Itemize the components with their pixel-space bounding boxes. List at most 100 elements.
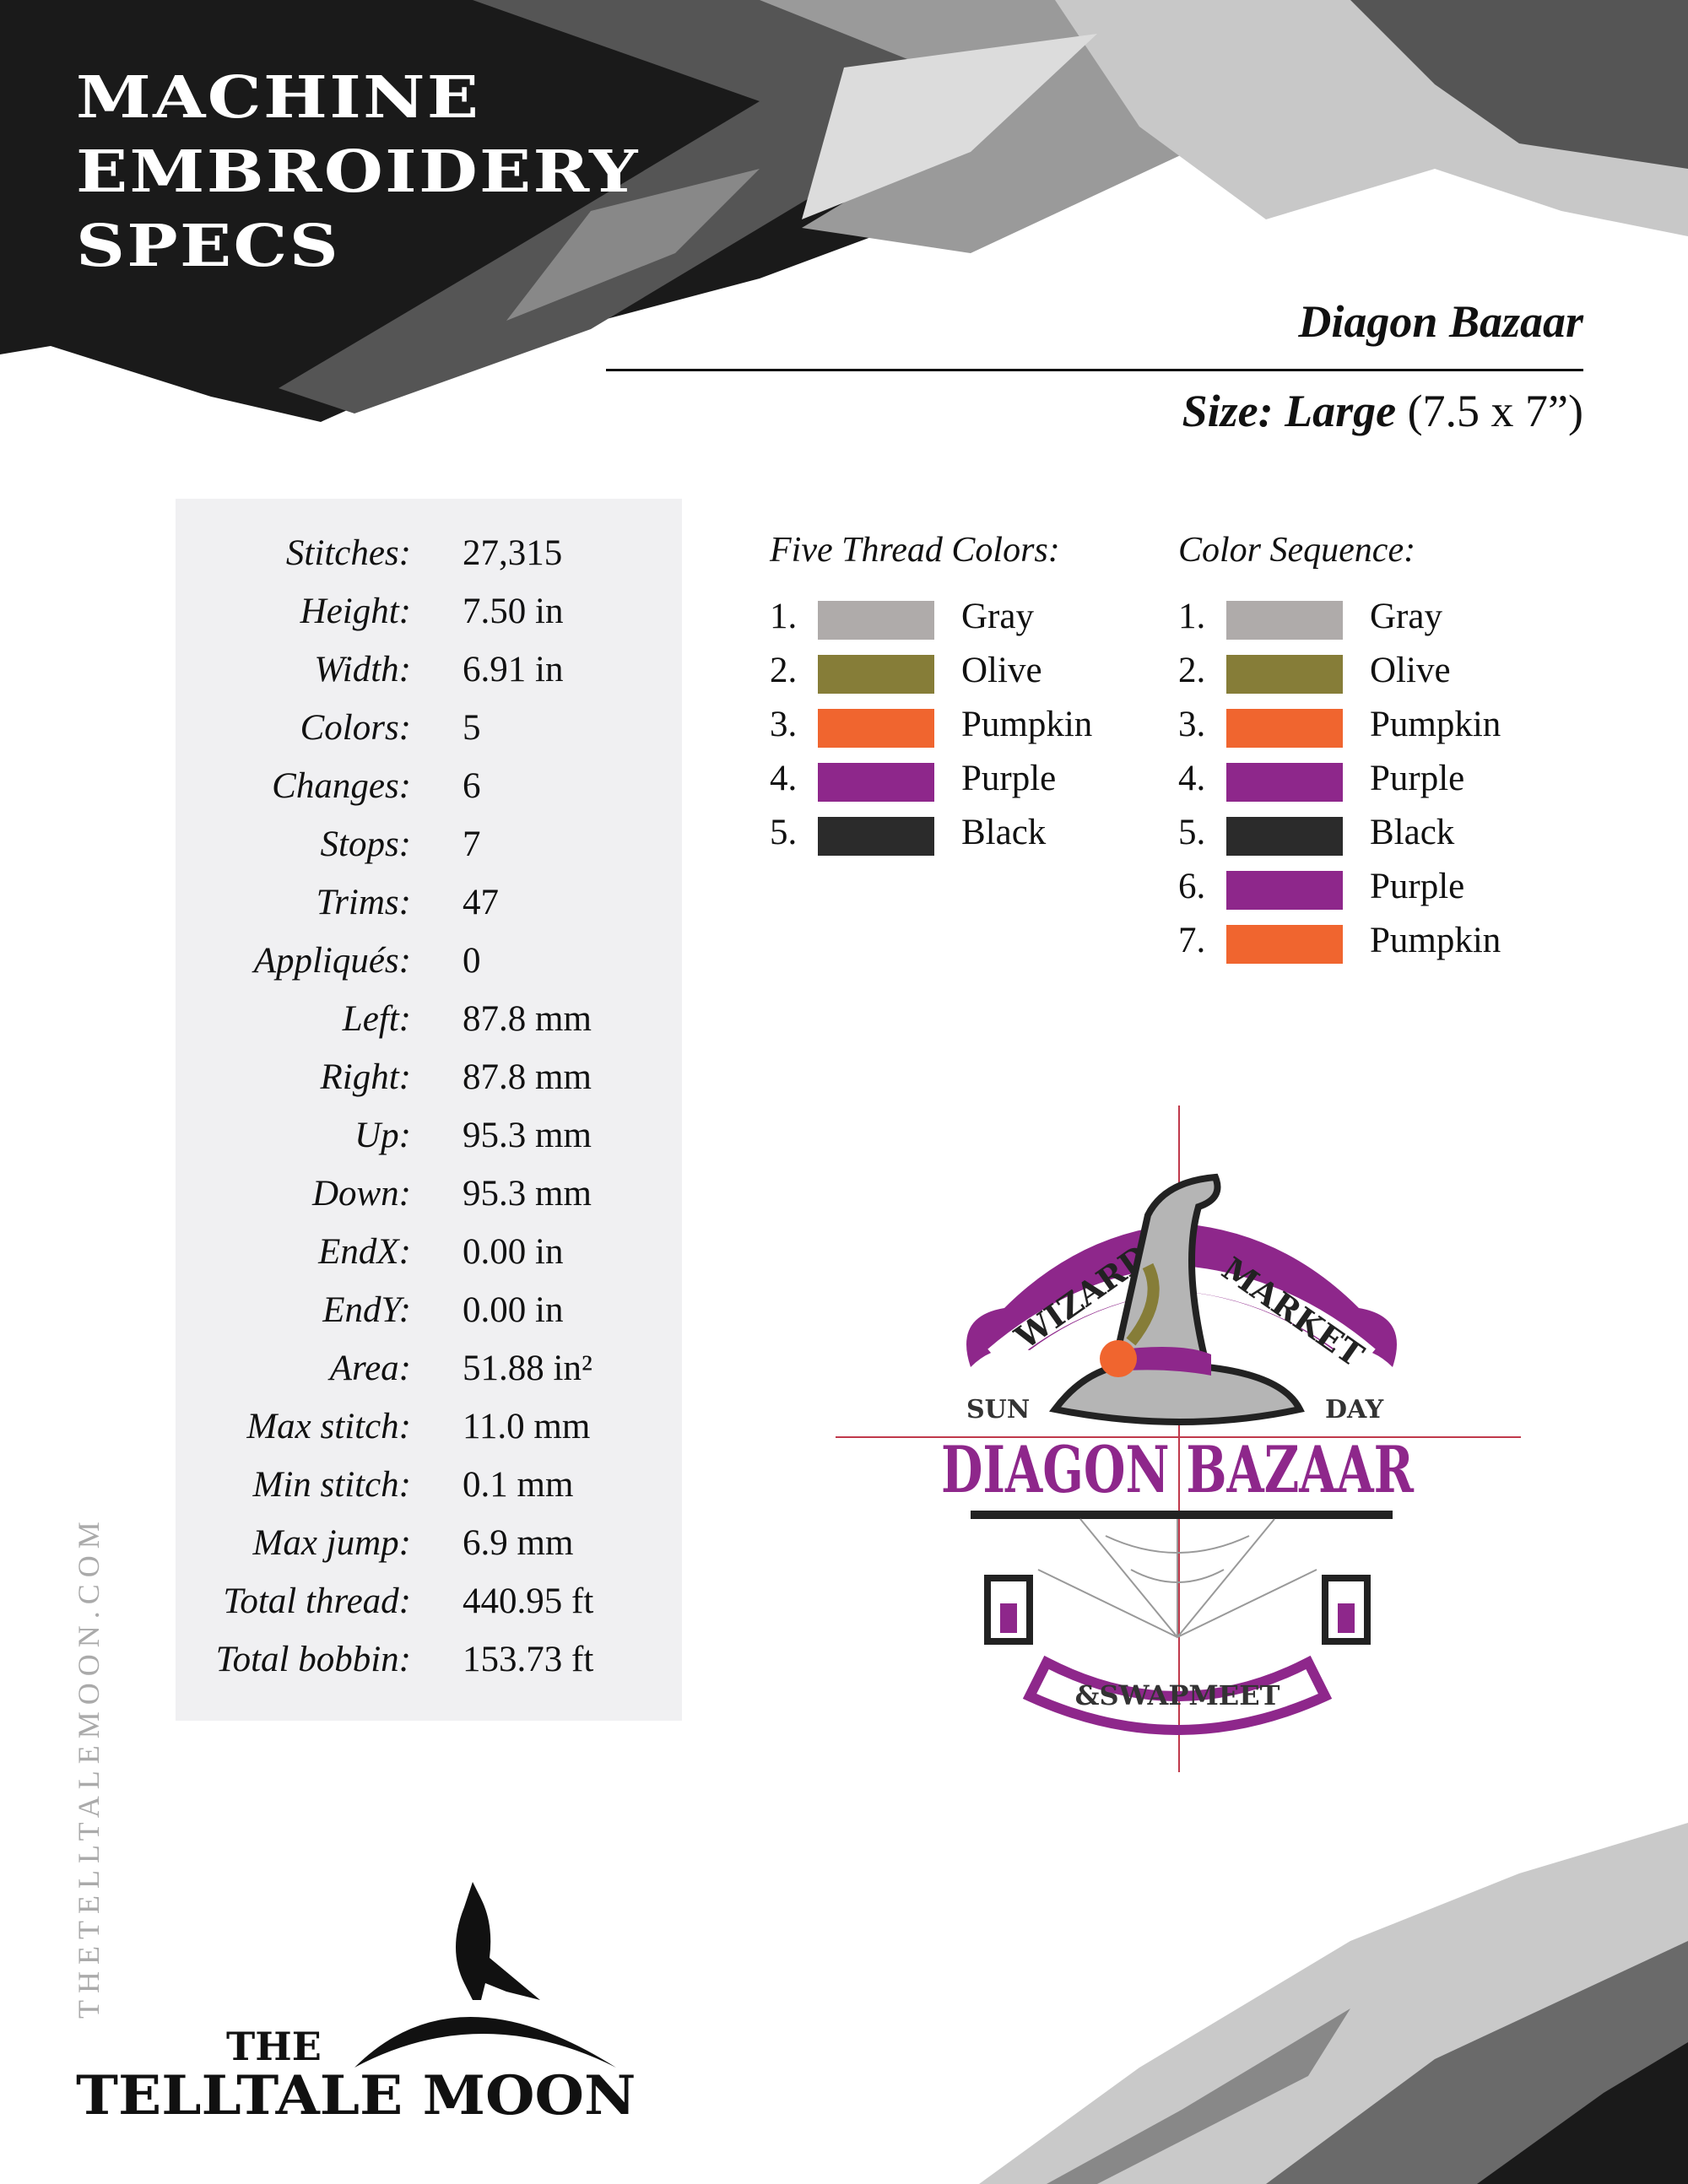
color-swatch — [818, 655, 934, 694]
color-swatch — [818, 601, 934, 640]
size-label: Size: Large — [1182, 386, 1397, 436]
bottom-banner — [1022, 1655, 1333, 1735]
stat-row: Area: 51.88 in² — [176, 1348, 682, 1406]
main-design-text: DIAGON BAZAAR — [941, 1432, 1415, 1507]
stat-label: Colors: — [300, 708, 411, 748]
stat-label: EndX: — [318, 1232, 411, 1272]
stat-row: Up: 95.3 mm — [176, 1115, 682, 1173]
stat-row: Total thread: 440.95 ft — [176, 1581, 682, 1639]
stat-label: Stitches: — [285, 533, 411, 573]
color-number: 5. — [1178, 813, 1206, 852]
stat-label: Area: — [329, 1349, 411, 1388]
title-line: EMBROIDERY — [76, 138, 640, 206]
stat-row: Min stitch: 0.1 mm — [176, 1464, 682, 1522]
lantern-right — [1322, 1575, 1371, 1645]
color-swatch — [1226, 925, 1343, 964]
color-name: Purple — [961, 759, 1057, 798]
stat-value: 6.91 in — [463, 650, 564, 689]
stat-value: 11.0 mm — [463, 1407, 591, 1446]
color-swatch — [1226, 871, 1343, 910]
color-name: Gray — [961, 597, 1034, 636]
title-line: SPECS — [76, 213, 341, 280]
color-swatch — [1226, 817, 1343, 856]
stat-value: 440.95 ft — [463, 1581, 594, 1621]
color-name: Purple — [1370, 867, 1465, 906]
stat-value: 87.8 mm — [463, 999, 592, 1039]
color-swatch — [818, 709, 934, 748]
stat-value: 87.8 mm — [463, 1057, 592, 1097]
top-arc-banner — [966, 1224, 1397, 1367]
color-name: Gray — [1370, 597, 1442, 636]
website-vertical-text: THETELLTALEMOON.COM — [72, 1515, 106, 2019]
stat-label: Max stitch: — [246, 1407, 411, 1446]
stat-value: 6 — [463, 766, 481, 806]
color-swatch — [818, 763, 934, 802]
logo-the: THE — [226, 2024, 322, 2069]
stat-row: Changes: 6 — [176, 765, 682, 824]
stat-row: Stops: 7 — [176, 824, 682, 882]
side-right-text: DAY — [1325, 1395, 1384, 1424]
color-number: 3. — [1178, 705, 1206, 744]
color-number: 4. — [1178, 759, 1206, 798]
size-value: (7.5 x 7”) — [1407, 386, 1583, 436]
stat-row: Total bobbin: 153.73 ft — [176, 1639, 682, 1697]
spider-web — [1037, 1518, 1317, 1639]
color-swatch — [818, 817, 934, 856]
color-number: 1. — [1178, 597, 1206, 636]
color-number: 2. — [1178, 651, 1206, 690]
stat-row: Down: 95.3 mm — [176, 1173, 682, 1231]
stat-row: Width: 6.91 in — [176, 649, 682, 707]
divider — [606, 369, 1583, 371]
color-number: 1. — [770, 597, 798, 636]
stat-value: 0 — [463, 941, 481, 981]
stat-label: Min stitch: — [252, 1465, 412, 1505]
stat-label: Up: — [354, 1116, 411, 1155]
stat-value: 95.3 mm — [463, 1174, 592, 1214]
stat-value: 5 — [463, 708, 481, 748]
color-number: 7. — [1178, 921, 1206, 960]
stat-value: 27,315 — [463, 533, 563, 573]
stat-value: 0.00 in — [463, 1232, 564, 1272]
stat-row: Appliqués: 0 — [176, 940, 682, 998]
stats-panel: Stitches: 27,315 Height: 7.50 in Width: 6.91 … — [176, 499, 682, 1721]
stat-label: Max jump: — [252, 1523, 411, 1563]
embroidery-design-preview: WIZARD MARKET SUN DAY DIAGON BAZAAR &SWA… — [836, 1106, 1521, 1772]
color-name: Pumpkin — [1370, 921, 1501, 960]
color-number: 2. — [770, 651, 798, 690]
side-left-text: SUN — [966, 1395, 1030, 1424]
stat-label: Right: — [320, 1057, 411, 1097]
stat-label: Height: — [300, 592, 411, 631]
stat-row: Trims: 47 — [176, 882, 682, 940]
color-number: 3. — [770, 705, 798, 744]
page-title: MACHINE EMBROIDERY SPECS — [76, 61, 640, 284]
color-sequence-heading: Color Sequence: — [1178, 531, 1416, 570]
stat-label: Down: — [311, 1174, 411, 1214]
stat-value: 6.9 mm — [463, 1523, 574, 1563]
banner-text: &SWAPMEET — [1075, 1679, 1280, 1711]
stat-row: EndY: 0.00 in — [176, 1289, 682, 1348]
stat-value: 51.88 in² — [463, 1349, 592, 1388]
stat-label: EndY: — [322, 1290, 411, 1330]
stat-value: 7.50 in — [463, 592, 564, 631]
stat-row: Colors: 5 — [176, 707, 682, 765]
stat-value: 47 — [463, 883, 499, 922]
color-number: 6. — [1178, 867, 1206, 906]
color-name: Pumpkin — [961, 705, 1093, 744]
stat-row: Stitches: 27,315 — [176, 532, 682, 591]
stat-row: Right: 87.8 mm — [176, 1057, 682, 1115]
color-swatch — [1226, 601, 1343, 640]
color-swatch — [1226, 763, 1343, 802]
stat-value: 153.73 ft — [463, 1640, 594, 1679]
stat-row: Max jump: 6.9 mm — [176, 1522, 682, 1581]
logo-wordmark: TELLTALE MOON — [76, 2064, 636, 2127]
stat-label: Stops: — [320, 824, 412, 864]
stat-label: Total bobbin: — [215, 1640, 411, 1679]
design-size: Size: Large (7.5 x 7”) — [1182, 385, 1583, 437]
color-name: Black — [961, 813, 1047, 852]
stat-value: 7 — [463, 824, 481, 864]
stat-label: Width: — [314, 650, 411, 689]
color-name: Purple — [1370, 759, 1465, 798]
color-swatch — [1226, 709, 1343, 748]
color-name: Olive — [961, 651, 1042, 690]
